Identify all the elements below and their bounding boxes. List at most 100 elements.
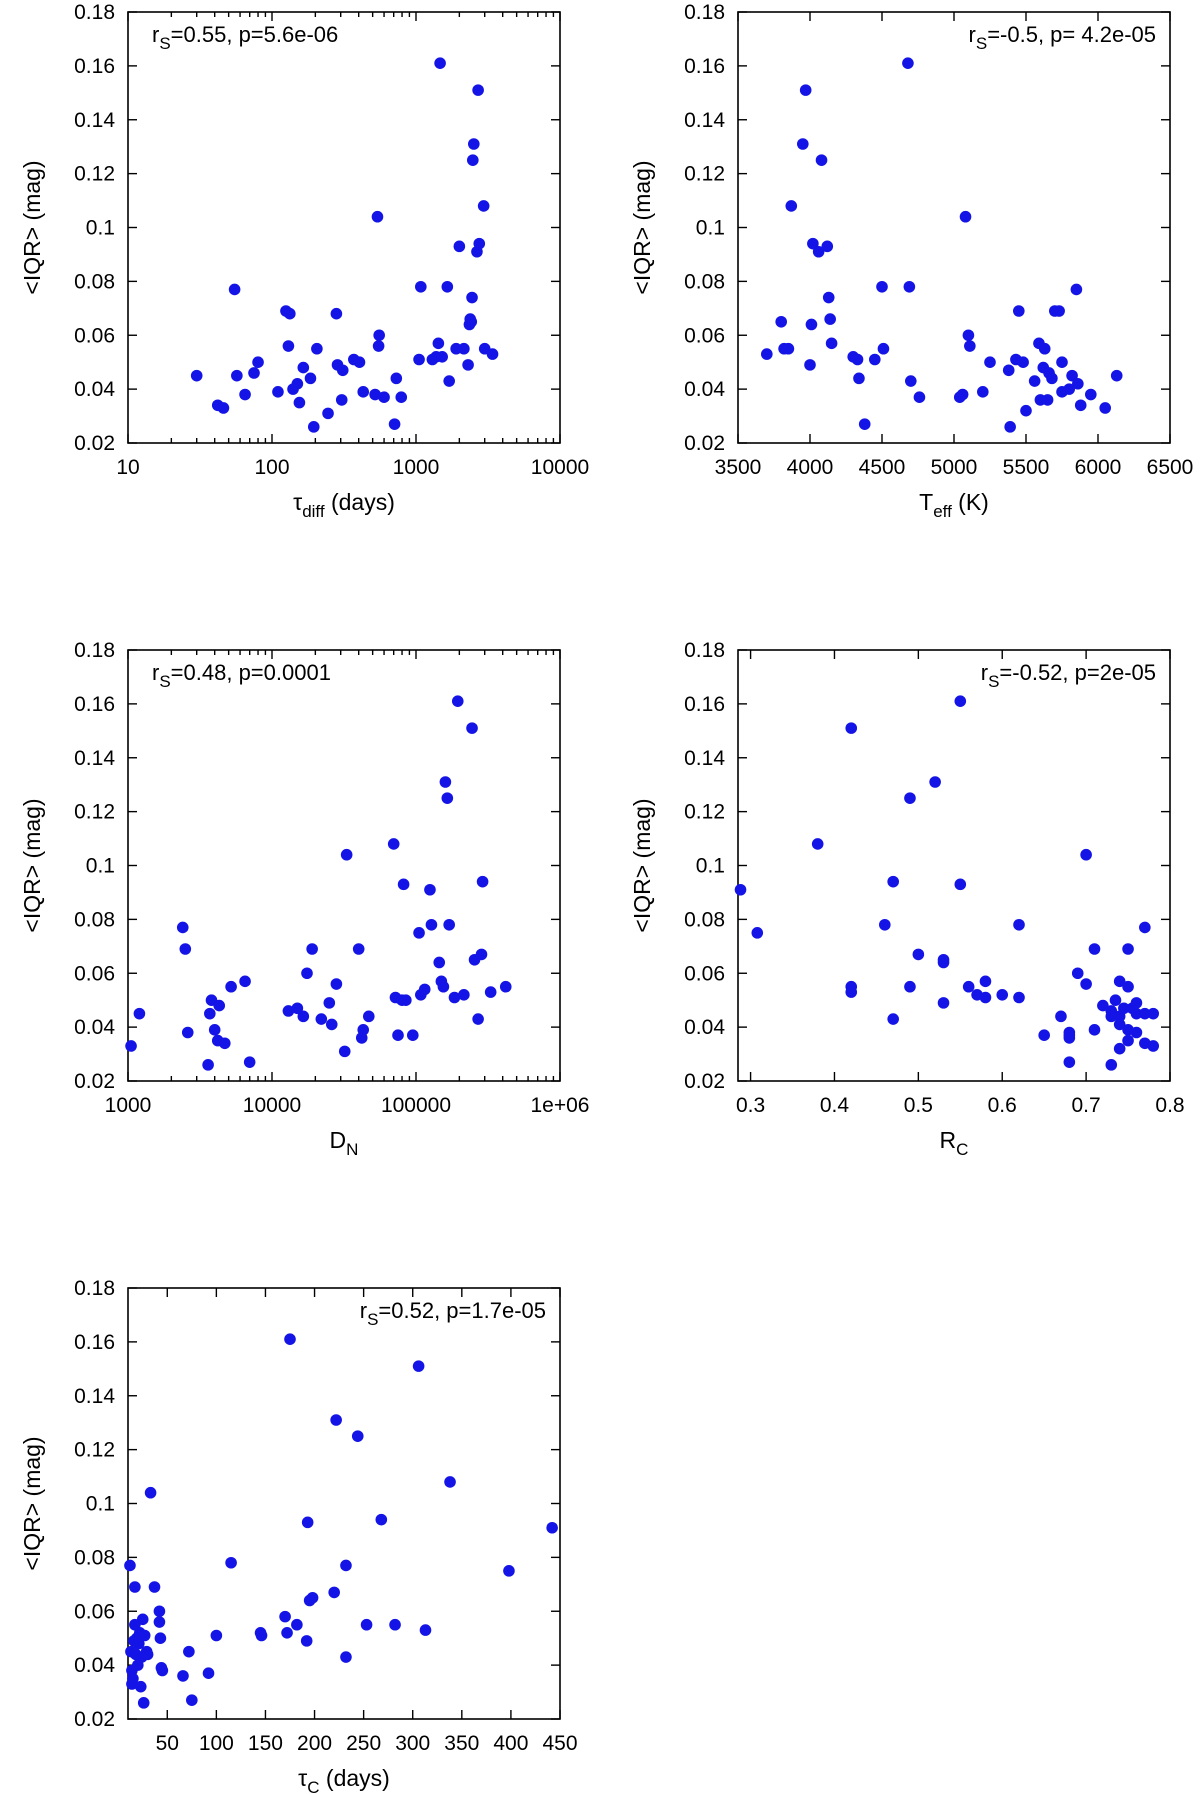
x-tick-label: 100 [199,1732,234,1755]
data-point [812,245,825,258]
data-point [851,353,864,366]
correlation-annotation: rS=-0.5, p= 4.2e-05 [969,22,1156,53]
x-tick-label: 50 [156,1732,179,1755]
y-tick-label: 0.04 [74,1654,115,1677]
data-point [1109,994,1122,1006]
x-tick-label: 10000 [531,456,589,479]
data-point [390,372,403,385]
data-point [228,283,241,296]
data-point [225,980,237,993]
y-tick-label: 0.04 [74,1016,115,1039]
data-point [378,391,390,404]
data-point [984,356,996,368]
y-tick-label: 0.14 [74,1385,115,1408]
x-axis-title: RC [940,1127,969,1159]
y-tick-label: 0.04 [684,378,725,401]
y-tick-label: 0.1 [86,1493,115,1516]
data-point [124,1559,136,1572]
data-point [213,999,226,1012]
data-point [340,1559,352,1572]
data-point [372,340,385,352]
panel-tdiff: 0.02 0.04 0.06 0.08 0.1 0.12 0.14 0.16 0.18 10 100… [19,1,589,521]
data-point [1118,1002,1130,1015]
data-point [443,375,455,387]
data-point [1004,421,1016,433]
data-point [218,1037,231,1050]
y-tick-label: 0.06 [684,962,725,985]
data-point [503,1565,515,1577]
data-point [964,340,976,352]
data-point [156,1664,169,1677]
data-point [338,1045,351,1058]
x-tick-label: 0.4 [820,1094,850,1117]
data-point [453,240,466,253]
x-tick-label: 100000 [381,1094,451,1117]
data-point [1041,394,1054,406]
data-point [300,1635,313,1647]
x-tick-label: 450 [542,1732,577,1755]
data-point [468,138,480,150]
y-axis-title: <IQR> (mag) [19,1436,45,1570]
data-point [1147,1007,1160,1020]
y-axis-title: <IQR> (mag) [19,798,45,932]
data-point [323,997,336,1009]
data-point [441,792,454,804]
data-point [1122,980,1134,993]
data-point [136,1613,149,1626]
data-point [929,776,941,788]
data-point [1020,404,1032,417]
data-point [815,154,828,166]
x-tick-label: 0.8 [1155,1094,1184,1117]
annotation-rest: =-0.5, p= 4.2e-05 [987,22,1156,47]
x-tick-label: 0.6 [988,1094,1017,1117]
y-tick-label: 0.12 [684,801,725,824]
data-point [959,210,972,223]
data-point [204,1007,216,1020]
annotation-r: r [360,1298,367,1323]
data-point [418,983,431,996]
data-point [458,989,470,1001]
y-tick-label: 0.14 [74,109,115,132]
data-point [252,356,264,368]
data-point [1139,1007,1151,1020]
data-point [1139,921,1151,934]
annotation-rest: =0.55, p=5.6e-06 [171,22,339,47]
data-point [400,994,412,1006]
data-point [761,348,773,360]
data-point [127,1672,139,1685]
data-point [1105,1010,1118,1023]
data-point [499,980,512,993]
data-point [217,402,230,414]
y-tick-label: 0.16 [684,693,725,716]
data-point [1013,918,1025,931]
x-tick-label: 150 [248,1732,283,1755]
annotation-r: r [152,660,159,685]
data-point [439,776,452,788]
data-point [845,722,858,734]
y-tick-label: 0.18 [684,639,725,662]
data-point [360,1618,373,1631]
correlation-annotation: rS=0.55, p=5.6e-06 [152,22,338,53]
x-tick-label: 1000 [393,456,440,479]
data-point [291,1002,304,1015]
data-point [1122,1034,1134,1047]
x-axis-title: DN [330,1127,359,1159]
data-point [225,1556,237,1569]
data-point [1113,1042,1126,1055]
data-point [797,138,809,150]
data-point [441,280,454,293]
data-point [858,418,871,430]
y-axis-title: <IQR> (mag) [19,160,45,294]
x-tick-label: 1000 [105,1094,152,1117]
data-point [1053,305,1065,317]
data-point [1097,999,1109,1012]
data-point [330,307,343,320]
data-point [176,921,189,934]
y-tick-label: 0.18 [74,639,115,662]
data-point [1080,978,1092,990]
data-point [807,237,819,250]
data-point [202,1667,215,1680]
data-point [1088,1024,1101,1036]
panel-tauc: 0.02 0.04 0.06 0.08 0.1 0.12 0.14 0.16 0.18 50 100… [19,1277,578,1794]
data-point [1038,1029,1050,1042]
